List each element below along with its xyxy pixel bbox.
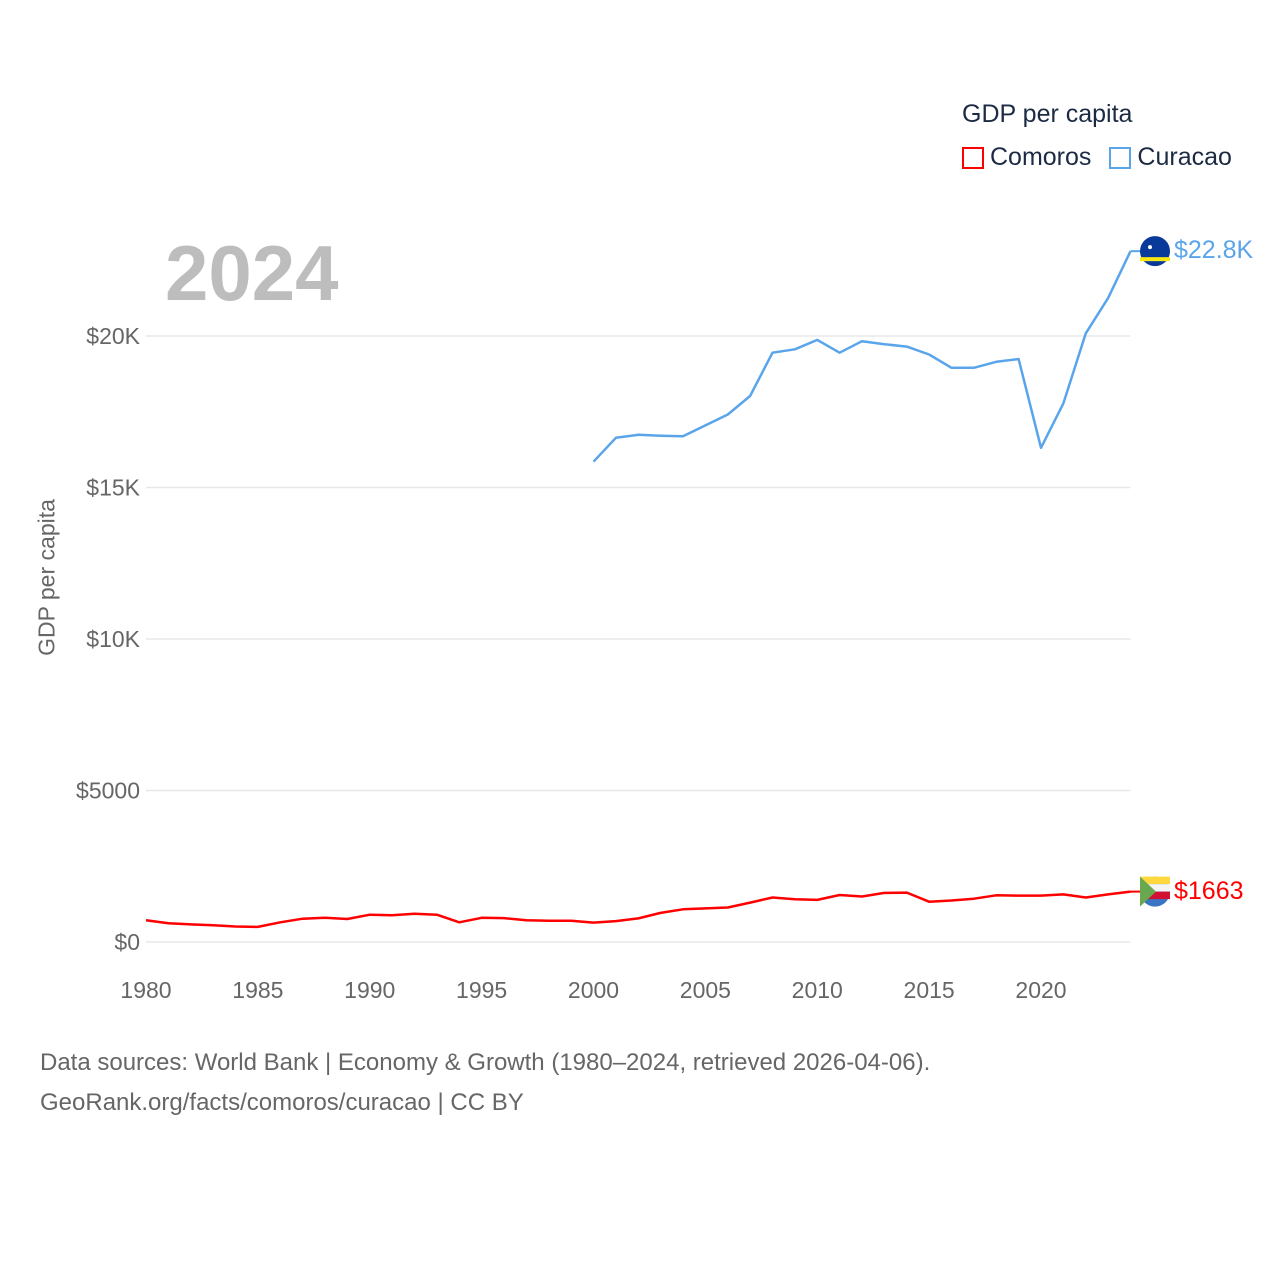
flag-triangle xyxy=(1140,876,1156,907)
x-tick-label: 2015 xyxy=(904,977,955,1003)
x-tick-label: 2005 xyxy=(680,977,731,1003)
legend: Comoros Curacao xyxy=(962,143,1232,172)
x-tick-label: 2000 xyxy=(568,977,619,1003)
x-tick-label: 2020 xyxy=(1015,977,1066,1003)
x-tick-label: 1980 xyxy=(120,977,171,1003)
y-tick-label: $20K xyxy=(86,323,140,349)
y-axis-label: GDP per capita xyxy=(33,499,60,656)
flag-stripe xyxy=(1140,891,1170,900)
footer: Data sources: World Bank | Economy & Gro… xyxy=(40,1043,930,1123)
x-tick-label: 1990 xyxy=(344,977,395,1003)
y-tick-label: $0 xyxy=(114,929,140,955)
y-tick-label: $10K xyxy=(86,626,140,652)
series-line-curacao xyxy=(592,250,1132,463)
legend-title: GDP per capita xyxy=(962,100,1133,128)
legend-label: Comoros xyxy=(990,143,1092,171)
legend-item-curacao[interactable]: Curacao xyxy=(1109,143,1232,172)
x-tick-label: 2010 xyxy=(792,977,843,1003)
legend-swatch-comoros xyxy=(962,146,984,169)
footer-link[interactable]: GeoRank.org/facts/comoros/curacao | CC B… xyxy=(40,1089,524,1116)
year-label: 2024 xyxy=(165,229,339,317)
flag-stripe xyxy=(1140,876,1170,885)
series-line-comoros xyxy=(145,890,1131,929)
end-label-comoros: $1663 xyxy=(1174,876,1244,905)
y-tick-label: $5000 xyxy=(76,778,140,804)
x-tick-label: 1985 xyxy=(232,977,283,1003)
legend-swatch-curacao xyxy=(1109,146,1132,169)
curacao-flag-icon xyxy=(1140,236,1170,267)
y-tick-label: $15K xyxy=(86,475,140,501)
footer-sources: Data sources: World Bank | Economy & Gro… xyxy=(40,1049,931,1076)
legend-label: Curacao xyxy=(1137,143,1232,171)
end-label-curacao: $22.8K xyxy=(1174,236,1254,265)
x-tick-label: 1995 xyxy=(456,977,507,1003)
flag-star xyxy=(1148,245,1152,250)
flag-stripe xyxy=(1140,884,1170,892)
legend-item-comoros[interactable]: Comoros xyxy=(962,143,1091,172)
flag-stripe xyxy=(1140,257,1170,262)
